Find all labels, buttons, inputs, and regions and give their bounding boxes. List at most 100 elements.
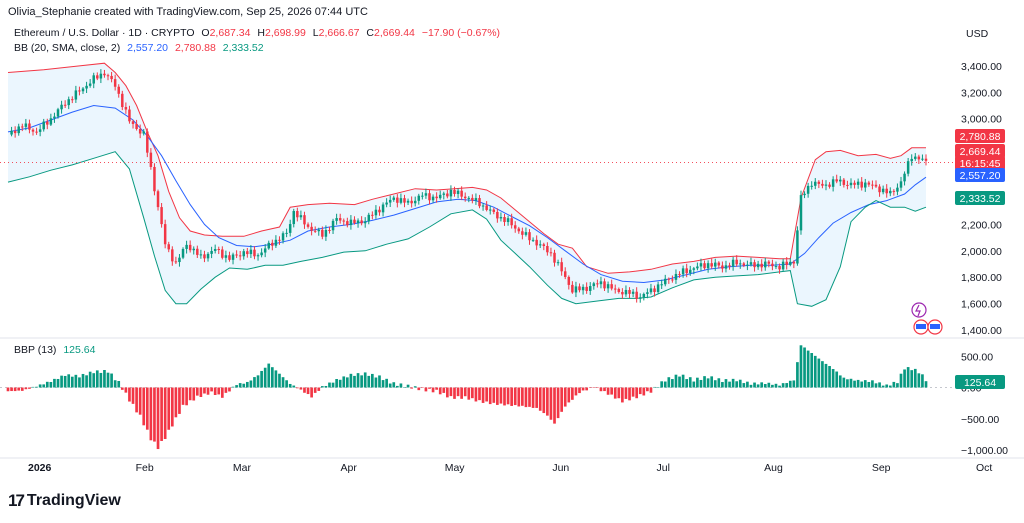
candle xyxy=(188,240,192,253)
candle xyxy=(181,247,185,260)
bbp-bar xyxy=(99,372,103,388)
candle xyxy=(378,206,381,216)
candle xyxy=(174,256,178,265)
candle xyxy=(242,248,246,260)
candle-body xyxy=(542,244,546,246)
bbp-bar xyxy=(24,387,28,390)
bbp-bar xyxy=(846,379,849,388)
candle xyxy=(153,163,156,196)
bbp-bar xyxy=(510,387,513,406)
candle-body xyxy=(53,116,56,119)
candle-body xyxy=(531,239,535,241)
candle xyxy=(621,288,624,299)
candle-body xyxy=(228,255,231,260)
candle-body xyxy=(685,268,688,274)
candle-body xyxy=(692,268,696,270)
bollinger-lower-line xyxy=(7,151,927,307)
candle-body xyxy=(660,284,663,286)
candle xyxy=(217,246,220,255)
candle-body xyxy=(342,220,346,222)
bbp-bar xyxy=(278,373,281,388)
bbp-bar xyxy=(160,387,163,441)
candle xyxy=(117,84,120,98)
bbp-bar xyxy=(42,384,46,388)
ohlc-legend: Ethereum / U.S. Dollar · 1D · CRYPTO O2,… xyxy=(14,27,504,39)
bbp-bar xyxy=(828,366,831,388)
candle xyxy=(24,118,28,131)
candle xyxy=(781,258,785,272)
bbp-bar xyxy=(403,387,406,388)
candle-body xyxy=(521,231,524,235)
bbp-bar xyxy=(303,387,306,393)
candle xyxy=(213,244,217,254)
bbp-bar xyxy=(60,375,63,388)
candle-body xyxy=(467,197,471,199)
candle xyxy=(699,258,703,272)
bbp-bar xyxy=(692,381,696,388)
bbp-bar xyxy=(124,387,128,393)
candle-body xyxy=(363,221,367,224)
candle-body xyxy=(592,283,596,287)
bollinger-band-fill xyxy=(8,63,926,307)
candle-body xyxy=(778,266,781,270)
candle xyxy=(292,208,296,228)
bb-lower-value: 2,333.52 xyxy=(222,42,264,54)
bbp-bar xyxy=(760,382,764,388)
candle xyxy=(446,189,449,199)
candle-body xyxy=(181,248,185,258)
candle xyxy=(206,252,210,262)
candle-body xyxy=(492,209,496,212)
candle xyxy=(753,259,756,272)
candle xyxy=(828,182,831,189)
bbp-axis-tick: −500.00 xyxy=(961,414,999,426)
candle-body xyxy=(163,224,167,245)
candle-body xyxy=(853,182,856,185)
low-label: L xyxy=(312,27,319,39)
bbp-bar xyxy=(142,387,146,426)
bbp-bar xyxy=(631,387,635,397)
basis-badge-text: 2,557.20 xyxy=(960,170,1001,182)
bbp-bar xyxy=(728,381,731,388)
candle-body xyxy=(256,255,260,257)
price-axis-tick: 2,000.00 xyxy=(961,246,1002,258)
candle-body xyxy=(731,259,735,267)
bbp-bar xyxy=(128,387,131,402)
bb-upper-value: 2,780.88 xyxy=(174,42,216,54)
candle xyxy=(421,192,424,200)
bbp-bar xyxy=(735,381,739,388)
candle-body xyxy=(871,184,874,186)
candle xyxy=(860,177,863,191)
candle-body xyxy=(553,252,556,263)
candle xyxy=(60,100,63,114)
candle-body xyxy=(588,286,592,291)
candle-body xyxy=(810,185,813,187)
candle xyxy=(578,283,581,293)
candle xyxy=(417,193,421,205)
bbp-bar xyxy=(592,387,596,388)
candle xyxy=(488,205,492,215)
candle xyxy=(538,240,542,249)
candle-body xyxy=(374,209,378,216)
candle-body xyxy=(910,158,913,162)
candle-body xyxy=(306,224,310,227)
candle-body xyxy=(635,291,638,299)
bbp-bar xyxy=(292,385,296,388)
bbp-bar xyxy=(753,382,756,388)
candle-body xyxy=(271,242,274,246)
bbp-bar xyxy=(571,387,574,400)
bbp-bar xyxy=(642,387,646,396)
candle xyxy=(521,227,524,240)
candle xyxy=(510,213,513,229)
bbp-bar xyxy=(463,387,467,397)
candle-body xyxy=(906,161,910,174)
candle xyxy=(528,229,531,245)
candle xyxy=(338,213,342,224)
candle xyxy=(35,127,38,135)
upper-band-badge: 2,780.88 xyxy=(955,129,1005,143)
candle xyxy=(771,259,774,271)
bbp-bar xyxy=(103,369,106,388)
bbp-bar xyxy=(831,369,835,388)
candle xyxy=(642,292,646,301)
candle-body xyxy=(203,254,206,259)
